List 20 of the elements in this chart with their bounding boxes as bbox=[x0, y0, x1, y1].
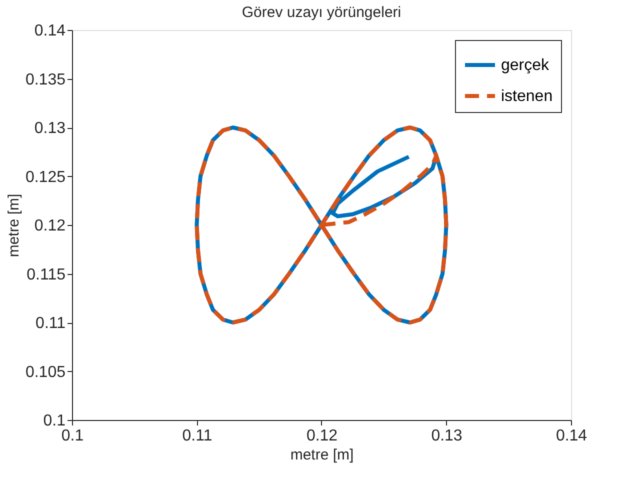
y-tick-label: 0.13 bbox=[34, 120, 66, 137]
y-tick-label: 0.105 bbox=[25, 364, 66, 381]
x-tick-label: 0.11 bbox=[182, 428, 212, 444]
y-tick-label: 0.125 bbox=[25, 168, 66, 186]
y-tick-label: 0.1 bbox=[43, 412, 66, 430]
legend-label: istenen bbox=[501, 88, 553, 105]
y-axis-title: metre [m] bbox=[5, 194, 22, 258]
x-tick-label: 0.13 bbox=[431, 428, 462, 444]
y-tick-label: 0.12 bbox=[34, 218, 66, 234]
chart-title: Görev uzayı yörüngeleri bbox=[242, 4, 402, 21]
y-tick-label: 0.14 bbox=[34, 22, 66, 40]
x-tick-label: 0.12 bbox=[306, 428, 338, 444]
legend-label: gerçek bbox=[501, 57, 550, 74]
x-tick-label: 0.1 bbox=[61, 428, 84, 444]
line-series bbox=[194, 126, 448, 324]
y-tick-label: 0.115 bbox=[26, 266, 66, 284]
y-tick-label: 0.135 bbox=[25, 71, 66, 88]
x-axis-title: metre [m] bbox=[290, 446, 354, 464]
x-tick-label: 0.14 bbox=[556, 428, 588, 444]
y-tick-label: 0.11 bbox=[36, 315, 66, 332]
